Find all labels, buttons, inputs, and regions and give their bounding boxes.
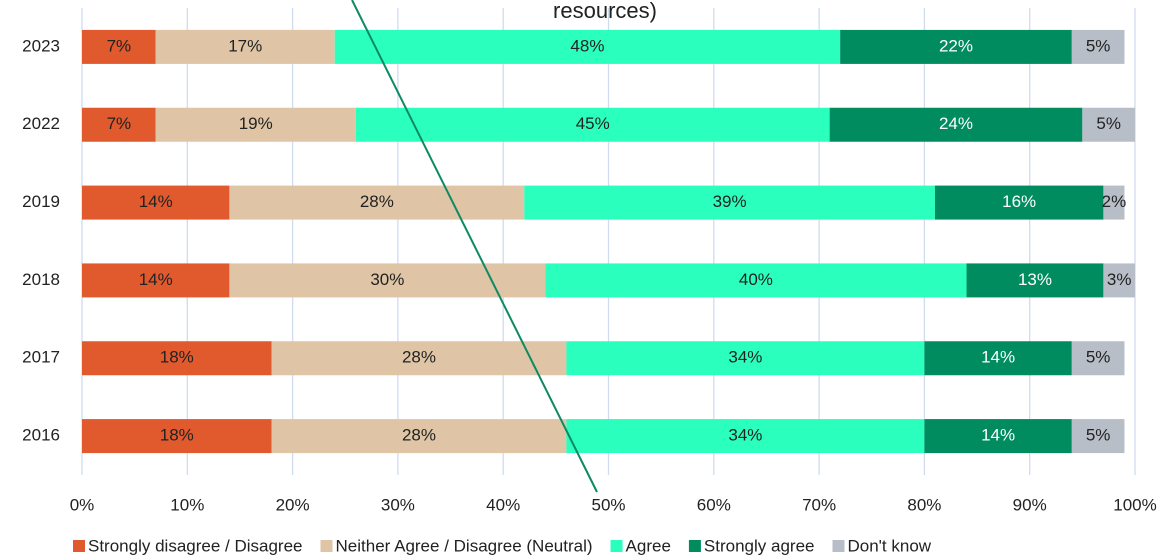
data-label: 30%: [370, 270, 404, 289]
legend-label: Strongly agree: [704, 536, 815, 555]
data-label: 5%: [1096, 114, 1121, 133]
bar-segment: [1082, 107, 1135, 142]
data-label: 7%: [107, 36, 132, 55]
bar-segment: [1103, 185, 1125, 220]
bar-segment: [934, 185, 1104, 220]
data-label: 7%: [107, 114, 132, 133]
bar-segment: [566, 341, 925, 376]
labels: 0% 10% 20% 30% 40% 50% 60% 70% 80% 90% 100% 2023 7% 1…: [22, 36, 1157, 555]
bar-segment: [566, 419, 925, 454]
y-tick-label: 2023: [22, 36, 60, 55]
chart-title: resources): [553, 0, 657, 23]
legend-label: Strongly disagree / Disagree: [88, 536, 303, 555]
bar-segment: [1103, 263, 1135, 298]
data-label: 39%: [713, 192, 747, 211]
bar-segment: [229, 185, 525, 220]
data-label: 40%: [739, 270, 773, 289]
bar-segment: [1071, 29, 1125, 64]
data-label: 28%: [402, 348, 436, 367]
bar-segment: [334, 29, 841, 64]
data-label: 16%: [1002, 192, 1036, 211]
bar-segment: [271, 341, 567, 376]
bar-segment: [1071, 341, 1125, 376]
bar-segment: [82, 419, 272, 454]
data-label: 14%: [981, 426, 1015, 445]
legend-swatch: [832, 540, 845, 552]
y-tick-label: 2018: [22, 270, 60, 289]
bar-segment: [524, 185, 935, 220]
bar-segment: [82, 341, 272, 376]
data-label: 14%: [981, 348, 1015, 367]
bar-segment: [355, 107, 830, 142]
bar-segment: [545, 263, 967, 298]
grid: [81, 8, 1136, 475]
x-tick-label: 10%: [170, 495, 204, 514]
data-label: 5%: [1086, 426, 1111, 445]
data-label: 18%: [160, 426, 194, 445]
x-tick-label: 20%: [276, 495, 310, 514]
bar-segment: [966, 263, 1104, 298]
data-label: 48%: [570, 36, 604, 55]
legend-swatch: [688, 540, 701, 552]
data-label: 34%: [728, 426, 762, 445]
bar-segment: [82, 263, 230, 298]
y-tick-label: 2019: [22, 192, 60, 211]
bar-segment: [840, 29, 1072, 64]
data-label: 3%: [1107, 270, 1132, 289]
y-tick-label: 2016: [22, 426, 60, 445]
data-label: 19%: [239, 114, 273, 133]
bar-segment: [924, 419, 1072, 454]
legend-label: Agree: [626, 536, 671, 555]
data-label: 17%: [228, 36, 262, 55]
data-label: 28%: [402, 426, 436, 445]
annotation-line: [351, 0, 598, 493]
data-label: 14%: [139, 192, 173, 211]
legend-swatch: [610, 540, 623, 552]
legend-label: Don't know: [847, 536, 931, 555]
data-label: 13%: [1018, 270, 1052, 289]
x-tick-label: 30%: [381, 495, 415, 514]
x-tick-label: 70%: [802, 495, 836, 514]
bar-segment: [155, 107, 356, 142]
bar-segment: [82, 107, 156, 142]
data-label: 2%: [1102, 192, 1127, 211]
bar-segment: [82, 29, 156, 64]
x-tick-label: 80%: [907, 495, 941, 514]
data-label: 18%: [160, 348, 194, 367]
data-label: 34%: [728, 348, 762, 367]
bar-segment: [271, 419, 567, 454]
data-label: 5%: [1086, 348, 1111, 367]
data-label: 5%: [1086, 36, 1111, 55]
data-label: 22%: [939, 36, 973, 55]
x-tick-label: 0%: [70, 495, 95, 514]
bar-segment: [924, 341, 1072, 376]
bar-segment: [155, 29, 335, 64]
y-tick-label: 2017: [22, 348, 60, 367]
legend-label: Neither Agree / Disagree (Neutral): [336, 536, 593, 555]
data-label: 45%: [576, 114, 610, 133]
bar-segment: [829, 107, 1083, 142]
data-label: 14%: [139, 270, 173, 289]
legend-swatch: [320, 540, 333, 552]
bar-segment: [1071, 419, 1125, 454]
data-label: 28%: [360, 192, 394, 211]
x-tick-label: 90%: [1013, 495, 1047, 514]
x-tick-label: 50%: [591, 495, 625, 514]
bar-segment: [82, 185, 230, 220]
y-tick-label: 2022: [22, 114, 60, 133]
x-tick-label: 40%: [486, 495, 520, 514]
legend-swatch: [73, 540, 85, 552]
data-label: 24%: [939, 114, 973, 133]
x-tick-label: 100%: [1113, 495, 1156, 514]
x-tick-label: 60%: [697, 495, 731, 514]
